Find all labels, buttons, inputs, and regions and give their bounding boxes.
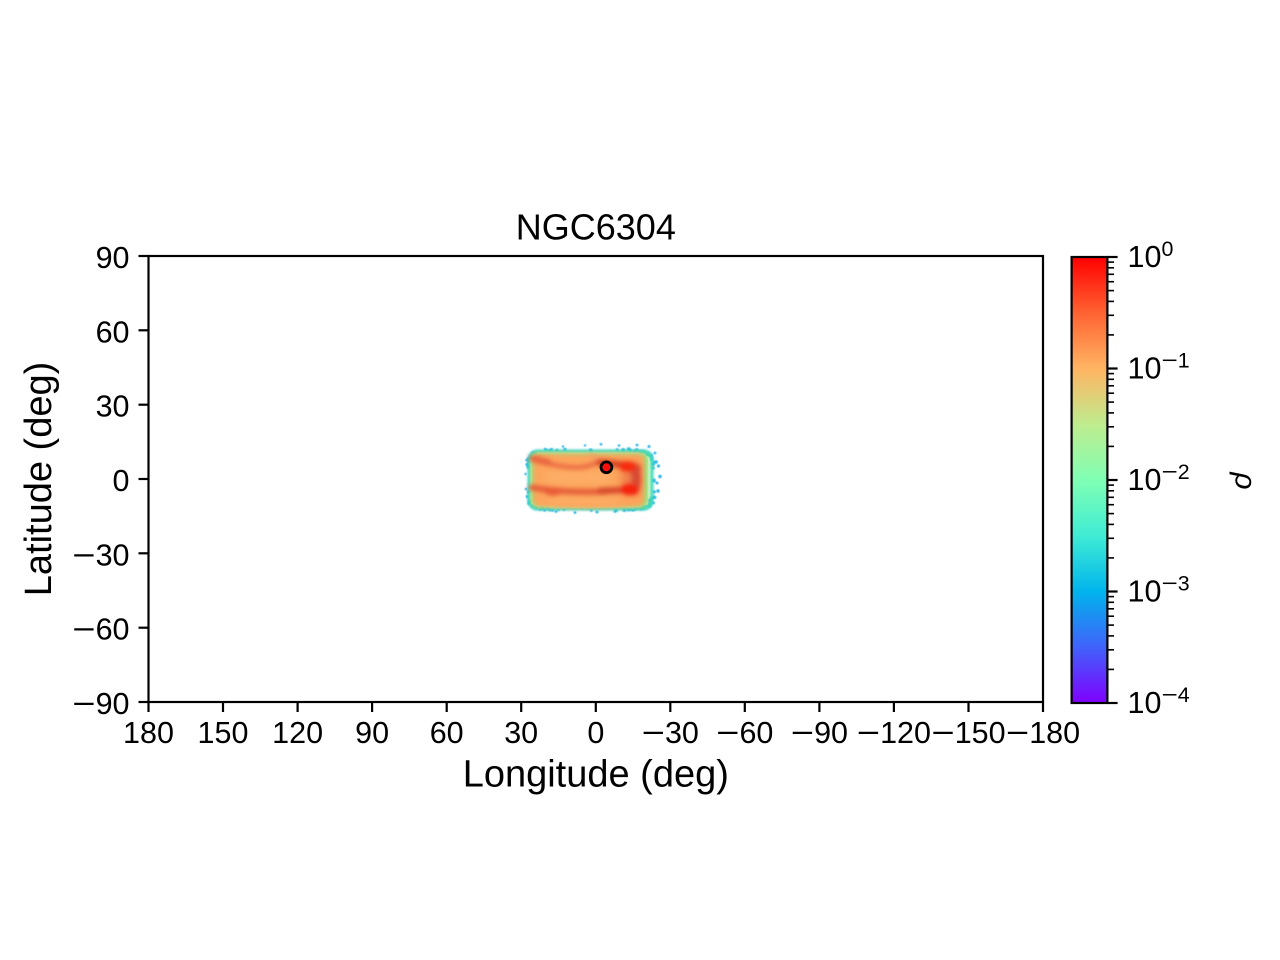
svg-text:−30: −30 <box>642 716 699 750</box>
svg-text:10−3: 10−3 <box>1128 572 1190 609</box>
svg-text:−90: −90 <box>791 716 848 750</box>
svg-text:−120: −120 <box>857 716 931 750</box>
svg-text:90: 90 <box>355 716 389 750</box>
svg-text:−60: −60 <box>716 716 773 750</box>
svg-text:180: 180 <box>123 716 174 750</box>
svg-text:0: 0 <box>113 464 130 498</box>
svg-text:−150: −150 <box>931 716 1005 750</box>
svg-text:90: 90 <box>96 241 130 275</box>
svg-text:−180: −180 <box>1006 716 1080 750</box>
svg-text:30: 30 <box>96 390 130 424</box>
svg-text:−30: −30 <box>72 538 129 572</box>
svg-text:Latitude (deg): Latitude (deg) <box>18 362 60 597</box>
svg-text:NGC6304: NGC6304 <box>516 207 676 248</box>
svg-text:60: 60 <box>96 315 130 349</box>
svg-text:10−1: 10−1 <box>1128 349 1190 386</box>
svg-text:30: 30 <box>504 716 538 750</box>
svg-text:−90: −90 <box>72 687 129 721</box>
svg-text:−60: −60 <box>72 613 129 647</box>
svg-text:0: 0 <box>587 716 604 750</box>
svg-text:120: 120 <box>272 716 323 750</box>
svg-text:150: 150 <box>198 716 249 750</box>
svg-text:60: 60 <box>430 716 464 750</box>
svg-text:ρ: ρ <box>1229 471 1262 489</box>
svg-text:Longitude (deg): Longitude (deg) <box>463 754 729 796</box>
